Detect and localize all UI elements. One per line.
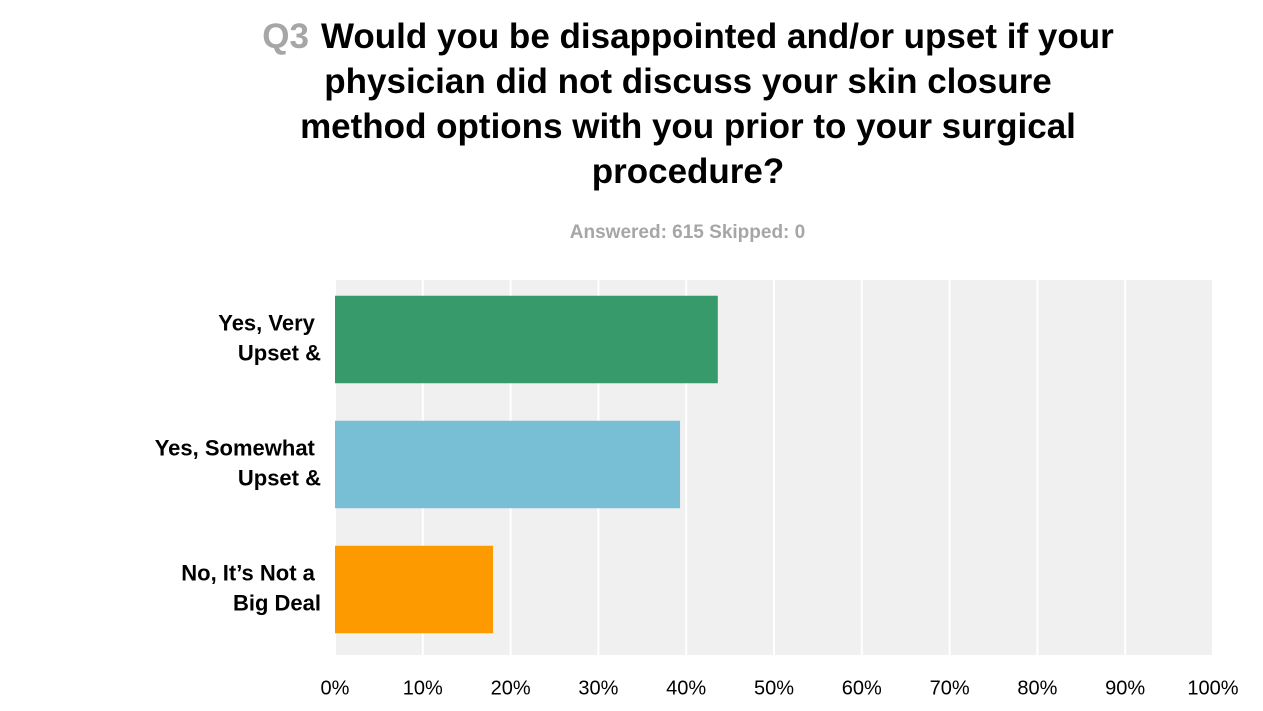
chart-title: Would you be disappointed and/or upset i… bbox=[300, 17, 1114, 191]
y-tick-label: Yes, Somewhat Upset & bbox=[155, 435, 321, 490]
question-number: Q3 bbox=[262, 17, 309, 56]
bar bbox=[335, 420, 681, 509]
chart-title-block: Q3 Would you be disappointed and/or upset… bbox=[258, 14, 1118, 194]
x-tick-label: 10% bbox=[403, 677, 443, 699]
x-tick-label: 0% bbox=[321, 677, 350, 699]
x-tick-label: 20% bbox=[491, 677, 531, 699]
x-tick-label: 30% bbox=[578, 677, 618, 699]
y-tick-label: No, It’s Not a Big Deal bbox=[181, 560, 321, 615]
bar bbox=[335, 545, 494, 634]
x-tick-label: 80% bbox=[1017, 677, 1057, 699]
chart-subtitle: Answered: 615 Skipped: 0 bbox=[569, 222, 806, 243]
x-tick-label: 60% bbox=[842, 677, 882, 699]
x-tick-label: 90% bbox=[1105, 677, 1145, 699]
y-tick-label: Yes, Very Upset & bbox=[218, 310, 321, 365]
x-tick-label: 70% bbox=[930, 677, 970, 699]
x-tick-label: 50% bbox=[754, 677, 794, 699]
x-tick-label: 100% bbox=[1187, 677, 1238, 699]
x-tick-label: 40% bbox=[666, 677, 706, 699]
bar bbox=[335, 295, 718, 384]
